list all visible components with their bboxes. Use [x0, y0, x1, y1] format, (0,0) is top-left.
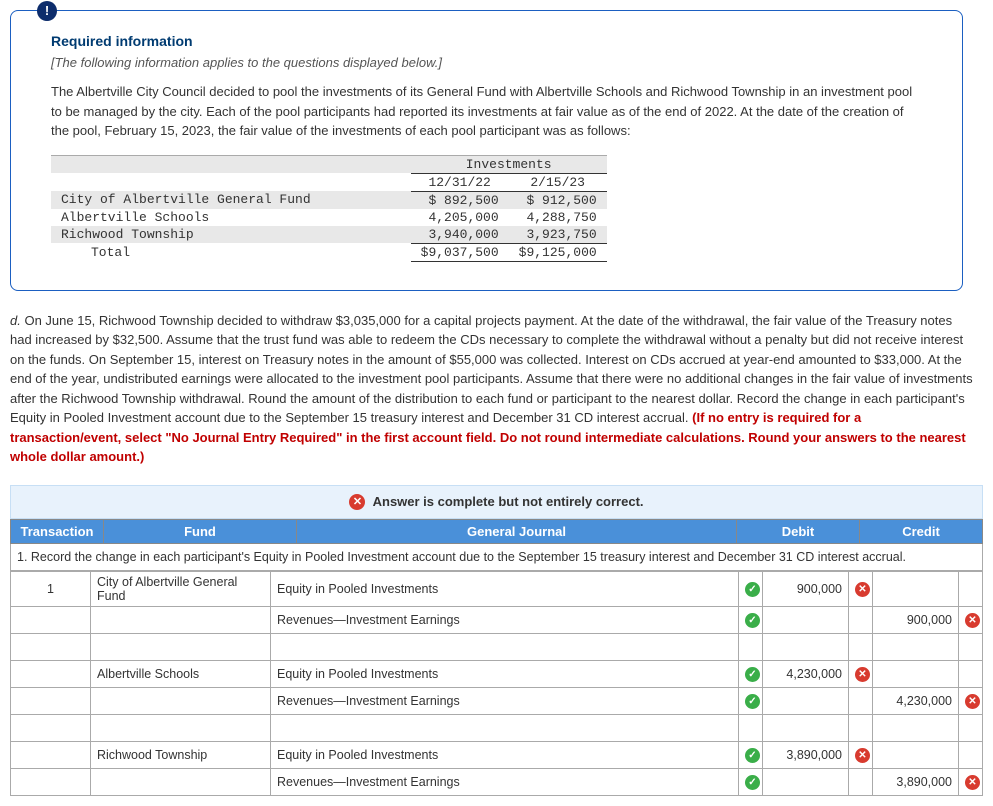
inv-cell: $ 892,500	[411, 191, 509, 209]
debit-mark	[849, 688, 873, 715]
inv-row-label: Richwood Township	[51, 226, 411, 244]
credit-cell[interactable]: 4,230,000	[873, 688, 959, 715]
credit-cell[interactable]	[873, 661, 959, 688]
account-mark: ✓	[739, 742, 763, 769]
debit-cell[interactable]	[763, 688, 849, 715]
x-circle-icon: ✕	[965, 775, 980, 790]
fund-cell[interactable]	[91, 769, 271, 796]
account-mark: ✓	[739, 607, 763, 634]
inv-cell: $ 912,500	[509, 191, 607, 209]
inv-cell: 4,205,000	[411, 209, 509, 226]
account-cell[interactable]: Equity in Pooled Investments	[271, 661, 739, 688]
fund-cell[interactable]: Albertville Schools	[91, 661, 271, 688]
investments-table: Investments 12/31/22 2/15/23 City of Alb…	[51, 155, 607, 262]
check-circle-icon: ✓	[745, 694, 760, 709]
inv-total-label: Total	[51, 243, 411, 261]
problem-body: The Albertville City Council decided to …	[51, 82, 922, 141]
th-fund: Fund	[104, 520, 297, 544]
account-mark: ✓	[739, 688, 763, 715]
x-circle-icon: ✕	[855, 667, 870, 682]
credit-mark	[959, 742, 983, 769]
account-mark: ✓	[739, 769, 763, 796]
debit-cell[interactable]: 3,890,000	[763, 742, 849, 769]
info-card: ! Required information [The following in…	[10, 10, 963, 291]
th-general-journal: General Journal	[297, 520, 737, 544]
credit-cell[interactable]	[873, 572, 959, 607]
fund-cell[interactable]	[91, 688, 271, 715]
debit-mark	[849, 607, 873, 634]
required-info-title: Required information	[51, 33, 922, 49]
transaction-num	[11, 607, 91, 634]
inv-row-label: Albertville Schools	[51, 209, 411, 226]
account-cell[interactable]: Revenues—Investment Earnings	[271, 769, 739, 796]
debit-mark: ✕	[849, 742, 873, 769]
inv-total: $9,125,000	[509, 243, 607, 261]
inv-header: Investments	[411, 155, 607, 173]
inv-cell: 3,923,750	[509, 226, 607, 244]
credit-cell[interactable]	[873, 742, 959, 769]
check-circle-icon: ✓	[745, 667, 760, 682]
credit-mark	[959, 572, 983, 607]
x-circle-icon: ✕	[855, 748, 870, 763]
transaction-num	[11, 688, 91, 715]
inv-col2: 2/15/23	[509, 173, 607, 191]
th-debit: Debit	[737, 520, 860, 544]
transaction-num	[11, 769, 91, 796]
check-circle-icon: ✓	[745, 582, 760, 597]
account-cell[interactable]: Equity in Pooled Investments	[271, 742, 739, 769]
inv-row-label: City of Albertville General Fund	[51, 191, 411, 209]
credit-mark: ✕	[959, 769, 983, 796]
inv-col1: 12/31/22	[411, 173, 509, 191]
check-circle-icon: ✓	[745, 613, 760, 628]
account-mark: ✓	[739, 572, 763, 607]
fund-cell[interactable]	[91, 607, 271, 634]
inv-cell: 3,940,000	[411, 226, 509, 244]
credit-cell[interactable]: 900,000	[873, 607, 959, 634]
debit-cell[interactable]	[763, 769, 849, 796]
th-transaction: Transaction	[11, 520, 104, 544]
check-circle-icon: ✓	[745, 775, 760, 790]
x-circle-icon: ✕	[855, 582, 870, 597]
question-d: d. On June 15, Richwood Township decided…	[10, 311, 973, 467]
question-prefix: d.	[10, 313, 24, 328]
fund-cell[interactable]: Richwood Township	[91, 742, 271, 769]
intro-note: [The following information applies to th…	[51, 55, 922, 70]
inv-cell: 4,288,750	[509, 209, 607, 226]
answer-status-bar: ✕ Answer is complete but not entirely co…	[10, 485, 983, 520]
journal-table: Transaction Fund General Journal Debit C…	[10, 519, 983, 571]
debit-cell[interactable]	[763, 607, 849, 634]
journal-instruction: 1. Record the change in each participant…	[11, 544, 983, 571]
status-text: Answer is complete but not entirely corr…	[373, 494, 644, 509]
account-cell[interactable]: Revenues—Investment Earnings	[271, 607, 739, 634]
journal-body: 1City of Albertville General FundEquity …	[10, 571, 983, 796]
credit-mark: ✕	[959, 688, 983, 715]
x-circle-icon: ✕	[965, 694, 980, 709]
credit-cell[interactable]: 3,890,000	[873, 769, 959, 796]
fund-cell[interactable]: City of Albertville General Fund	[91, 572, 271, 607]
transaction-num: 1	[11, 572, 91, 607]
transaction-num	[11, 661, 91, 688]
debit-cell[interactable]: 900,000	[763, 572, 849, 607]
account-mark: ✓	[739, 661, 763, 688]
debit-mark	[849, 769, 873, 796]
debit-cell[interactable]: 4,230,000	[763, 661, 849, 688]
inv-total: $9,037,500	[411, 243, 509, 261]
credit-mark	[959, 661, 983, 688]
th-credit: Credit	[860, 520, 983, 544]
alert-badge-icon: !	[37, 1, 57, 21]
x-circle-icon: ✕	[349, 494, 365, 510]
debit-mark: ✕	[849, 661, 873, 688]
account-cell[interactable]: Revenues—Investment Earnings	[271, 688, 739, 715]
x-circle-icon: ✕	[965, 613, 980, 628]
credit-mark: ✕	[959, 607, 983, 634]
account-cell[interactable]: Equity in Pooled Investments	[271, 572, 739, 607]
question-text: On June 15, Richwood Township decided to…	[10, 313, 973, 426]
check-circle-icon: ✓	[745, 748, 760, 763]
debit-mark: ✕	[849, 572, 873, 607]
transaction-num	[11, 742, 91, 769]
